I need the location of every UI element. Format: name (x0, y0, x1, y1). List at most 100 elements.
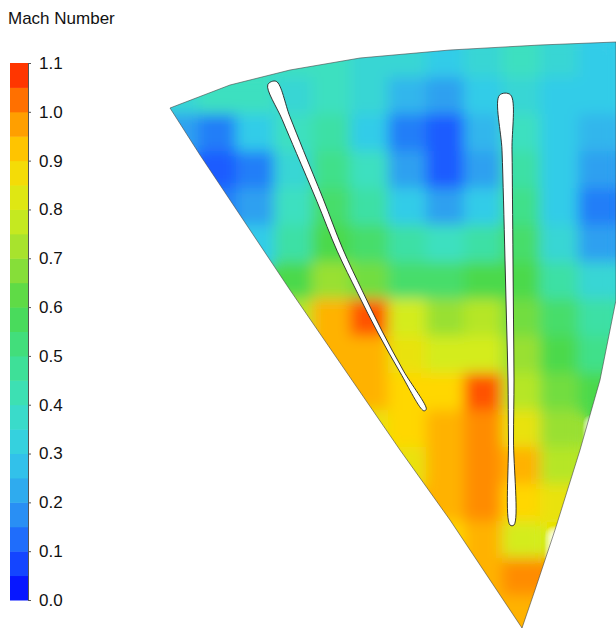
cell (540, 299, 579, 337)
cell (426, 225, 465, 263)
tick: 0.5 (28, 347, 63, 366)
cell (578, 299, 616, 337)
cell (388, 77, 427, 115)
tick-label: 1.1 (39, 54, 63, 73)
cell (426, 299, 465, 337)
cell (540, 410, 579, 448)
cell (426, 151, 465, 189)
cell (464, 151, 503, 189)
tick: 0.1 (28, 542, 63, 561)
tick-mark (28, 307, 31, 308)
cell (236, 114, 275, 152)
blade (498, 93, 517, 526)
colorbar (10, 63, 28, 601)
colorbar-swatch (10, 283, 28, 308)
cell (274, 225, 313, 263)
cell (388, 188, 427, 226)
cell (464, 299, 503, 337)
cell (388, 410, 427, 448)
cell (388, 151, 427, 189)
cell (312, 40, 351, 78)
colorbar-swatch (10, 63, 28, 88)
cell (198, 188, 237, 226)
tick-label: 0.7 (39, 249, 63, 268)
colorbar-swatch (10, 307, 28, 332)
cell (578, 77, 616, 115)
cell (464, 77, 503, 115)
tick: 0.3 (28, 444, 63, 463)
cell (540, 188, 579, 226)
colorbar-swatch (10, 112, 28, 137)
colorbar-swatch (10, 258, 28, 283)
tick-mark (28, 502, 31, 503)
cell (540, 336, 579, 374)
tick: 0.7 (28, 249, 63, 268)
colorbar-title: Mach Number (8, 9, 115, 28)
colorbar-swatch (10, 332, 28, 357)
cell (426, 40, 465, 78)
cell (426, 336, 465, 374)
cell (464, 595, 503, 633)
tick-mark (28, 454, 31, 455)
cell (350, 151, 389, 189)
colorbar-swatch (10, 405, 28, 430)
cell (464, 410, 503, 448)
tick-mark (28, 63, 31, 64)
cell (426, 188, 465, 226)
cell (426, 484, 465, 522)
tick-label: 0.9 (39, 152, 63, 171)
tick-label: 0.6 (39, 298, 63, 317)
colorbar-swatch (10, 551, 28, 576)
tick: 0.2 (28, 493, 63, 512)
cell (502, 521, 541, 559)
colorbar-swatch (10, 478, 28, 503)
tick-label: 0.2 (39, 493, 63, 512)
cell (426, 521, 465, 559)
tick: 1.0 (28, 103, 63, 122)
cell (464, 262, 503, 300)
cells (160, 40, 616, 633)
colorbar-swatch (10, 502, 28, 527)
colorbar-swatch (10, 234, 28, 259)
cell (540, 447, 579, 485)
cell (312, 114, 351, 152)
tick-mark (28, 161, 31, 162)
cell (464, 40, 503, 78)
cell (388, 262, 427, 300)
cell (578, 336, 616, 374)
cell (578, 188, 616, 226)
cell (274, 262, 313, 300)
colorbar-swatch (10, 136, 28, 161)
tick-mark (28, 258, 31, 259)
cell (350, 114, 389, 152)
cell (578, 373, 616, 411)
cell (426, 373, 465, 411)
cell (540, 262, 579, 300)
cell (198, 77, 237, 115)
cell (464, 225, 503, 263)
cell (540, 225, 579, 263)
cell (388, 114, 427, 152)
colorbar-swatch (10, 209, 28, 234)
cell (236, 151, 275, 189)
tick-label: 0.0 (39, 591, 63, 610)
cell (540, 77, 579, 115)
cell (578, 114, 616, 152)
cell (198, 114, 237, 152)
tick-mark (28, 209, 31, 210)
cell (502, 40, 541, 78)
cell (578, 225, 616, 263)
tick-label: 0.4 (39, 396, 63, 415)
field-outline (170, 42, 616, 628)
cell (274, 299, 313, 337)
cell (426, 262, 465, 300)
field (160, 40, 616, 633)
cell (578, 262, 616, 300)
cell (540, 373, 579, 411)
tick: 0.9 (28, 152, 63, 171)
cell (312, 299, 351, 337)
tick-mark (28, 600, 31, 601)
cell (540, 40, 579, 78)
tick: 0.4 (28, 396, 63, 415)
cell (464, 373, 503, 411)
